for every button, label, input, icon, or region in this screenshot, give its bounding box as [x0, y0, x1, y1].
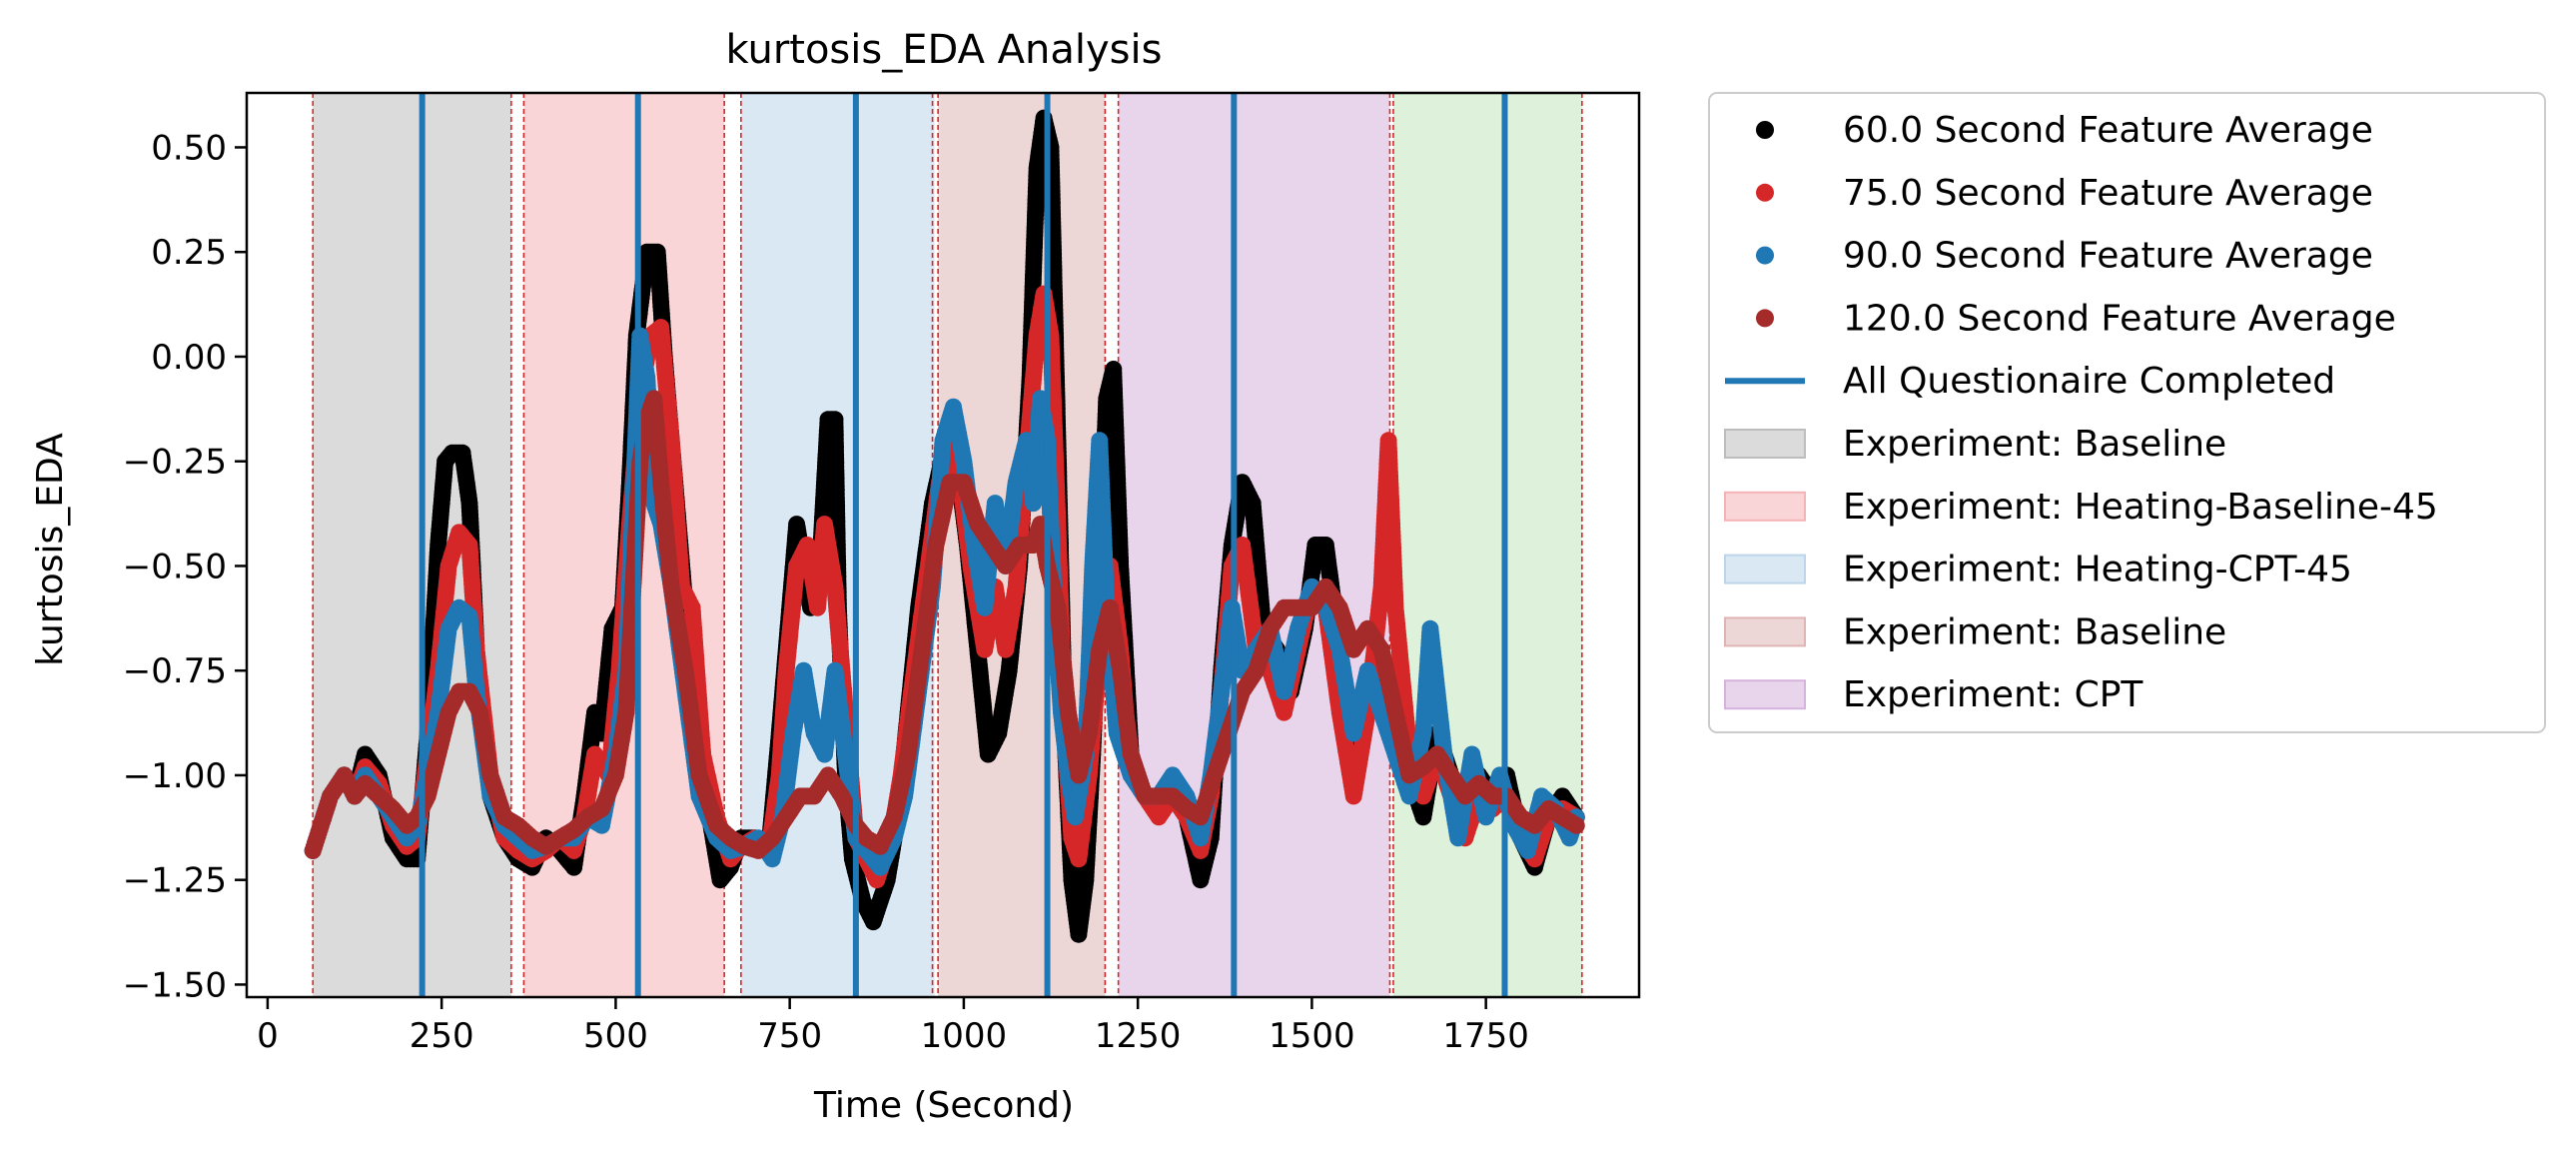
- experiment-span-5: [1392, 93, 1582, 997]
- data-series: [304, 109, 1585, 943]
